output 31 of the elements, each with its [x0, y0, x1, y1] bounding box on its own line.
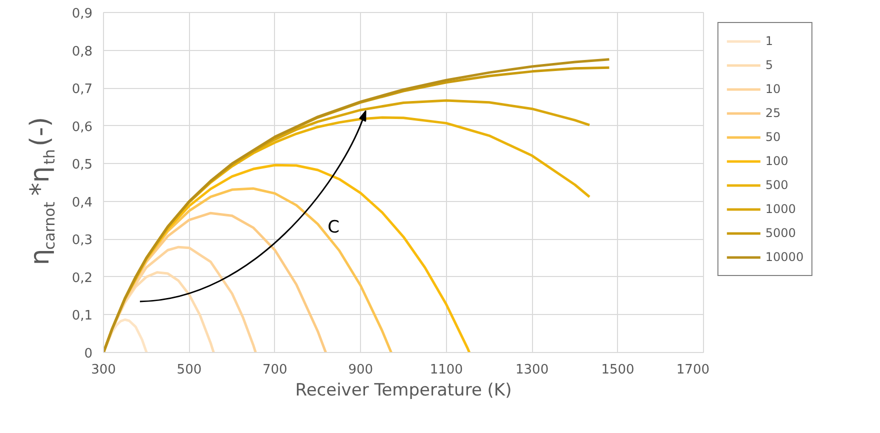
- legend-label: 10: [765, 81, 782, 97]
- x-tick-label: 1700: [676, 362, 710, 378]
- y-tick-label: 0,8: [72, 44, 93, 60]
- legend-label: 5000: [765, 225, 796, 241]
- x-tick-label: 500: [176, 362, 202, 378]
- x-tick-label: 900: [348, 362, 374, 378]
- y-tick-label: 0,9: [72, 6, 93, 22]
- y-tick-label: 0,1: [72, 308, 93, 324]
- x-axis-title: Receiver Temperature (K): [295, 380, 512, 400]
- y-tick-label: 0: [84, 346, 93, 362]
- annotation: C: [328, 217, 340, 238]
- y-tick-label: 0,5: [72, 158, 93, 173]
- legend-label: 500: [765, 177, 788, 193]
- legend-label: 100: [765, 153, 788, 169]
- x-tick-label: 700: [262, 362, 288, 378]
- legend-label: 1000: [765, 201, 796, 217]
- legend-label: 5: [765, 57, 774, 73]
- x-tick-label: 300: [91, 362, 116, 378]
- y-tick-label: 0,7: [72, 82, 93, 98]
- legend-label: 10000: [765, 249, 804, 265]
- y-tick-label: 0,4: [72, 195, 93, 210]
- y-axis-title: ηcarnot*ηth(-): [26, 116, 58, 266]
- y-tick-label: 0,3: [72, 233, 93, 248]
- y-tick-label: 0,2: [72, 270, 93, 286]
- x-tick-label: 1500: [601, 362, 634, 378]
- legend-label: 25: [765, 105, 782, 121]
- legend-label: 1: [765, 33, 774, 49]
- y-tick-label: 0,6: [72, 120, 93, 135]
- legend-label: 50: [765, 129, 782, 145]
- x-tick-label: 1300: [516, 362, 549, 378]
- x-tick-label: 1100: [430, 362, 463, 378]
